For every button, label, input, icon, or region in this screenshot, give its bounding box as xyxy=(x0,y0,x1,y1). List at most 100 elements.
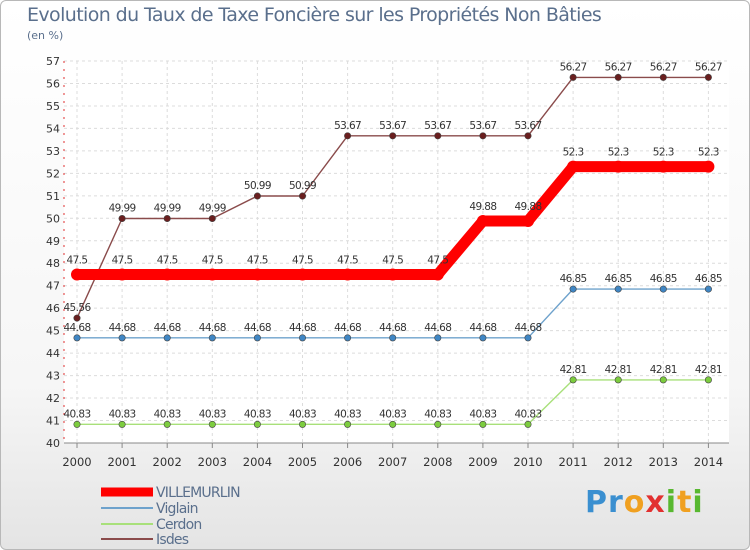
data-point xyxy=(163,420,171,428)
data-point xyxy=(341,268,354,281)
y-tick-label: 53 xyxy=(46,145,60,158)
y-tick-label: 56 xyxy=(46,77,60,90)
data-point xyxy=(298,420,306,428)
legend-label-isdes: Isdes xyxy=(156,532,189,548)
y-tick-label: 43 xyxy=(46,370,60,383)
data-label: 47.5 xyxy=(157,254,178,266)
data-point xyxy=(569,73,577,81)
data-point xyxy=(524,132,532,140)
data-point xyxy=(614,376,622,384)
data-label: 40.83 xyxy=(63,408,90,420)
data-point xyxy=(479,420,487,428)
data-point xyxy=(614,285,622,293)
data-label: 40.83 xyxy=(289,408,316,420)
data-point xyxy=(253,192,261,200)
data-point xyxy=(389,420,397,428)
x-tick-label: 2000 xyxy=(62,455,91,469)
data-label: 52.3 xyxy=(698,147,719,159)
data-point xyxy=(208,215,216,223)
data-label: 42.81 xyxy=(695,364,722,376)
data-point xyxy=(71,268,83,281)
x-tick-label: 2014 xyxy=(694,455,723,469)
y-tick-label: 45 xyxy=(46,325,60,338)
data-label: 40.83 xyxy=(244,408,271,420)
data-point xyxy=(704,285,712,293)
brand-logo: Proxiti xyxy=(585,485,704,520)
data-point xyxy=(569,285,577,293)
y-tick-label: 41 xyxy=(46,415,60,428)
data-point xyxy=(657,160,670,173)
data-label: 56.27 xyxy=(605,61,632,73)
data-label: 40.83 xyxy=(469,408,496,420)
y-tick-label: 52 xyxy=(46,167,60,180)
y-unit-label: (en %) xyxy=(27,29,64,42)
data-label: 44.68 xyxy=(514,322,541,334)
data-point xyxy=(298,192,306,200)
data-label: 44.68 xyxy=(379,322,406,334)
x-tick-label: 2002 xyxy=(153,455,182,469)
data-label: 47.5 xyxy=(427,254,448,266)
data-point xyxy=(524,420,532,428)
legend-label-cerdon: Cerdon xyxy=(156,517,201,533)
data-label: 52.3 xyxy=(563,147,584,159)
y-tick-label: 40 xyxy=(46,437,60,450)
data-label: 40.83 xyxy=(379,408,406,420)
y-tick-label: 48 xyxy=(46,257,60,270)
data-label: 46.85 xyxy=(650,273,677,285)
data-point xyxy=(73,314,81,322)
data-label: 52.3 xyxy=(608,147,629,159)
data-label: 44.68 xyxy=(289,322,316,334)
data-point xyxy=(386,268,399,281)
data-point xyxy=(118,215,126,223)
data-point xyxy=(116,268,129,281)
data-label: 44.68 xyxy=(199,322,226,334)
data-point xyxy=(659,285,667,293)
data-label: 53.67 xyxy=(379,120,406,132)
x-tick-label: 2003 xyxy=(198,455,227,469)
data-label: 40.83 xyxy=(514,408,541,420)
y-tick-label: 51 xyxy=(46,190,60,203)
data-label: 50.99 xyxy=(244,180,271,192)
data-point xyxy=(206,268,219,281)
data-point xyxy=(389,132,397,140)
data-label: 44.68 xyxy=(424,322,451,334)
data-point xyxy=(479,334,487,342)
data-point xyxy=(163,334,171,342)
data-point xyxy=(569,376,577,384)
data-label: 52.3 xyxy=(653,147,674,159)
data-point xyxy=(434,132,442,140)
data-label: 42.81 xyxy=(605,364,632,376)
data-label: 40.83 xyxy=(109,408,136,420)
legend-label-viglain: Viglain xyxy=(156,501,198,517)
data-label: 44.68 xyxy=(154,322,181,334)
plot-area xyxy=(64,61,729,443)
x-tick-label: 2005 xyxy=(288,455,317,469)
x-tick-label: 2004 xyxy=(243,455,272,469)
data-point xyxy=(251,268,264,281)
data-label: 44.68 xyxy=(109,322,136,334)
data-label: 49.99 xyxy=(199,203,226,215)
data-point xyxy=(434,334,442,342)
data-label: 49.88 xyxy=(469,201,496,213)
data-label: 49.99 xyxy=(109,203,136,215)
data-label: 46.85 xyxy=(695,273,722,285)
data-label: 46.85 xyxy=(605,273,632,285)
data-label: 56.27 xyxy=(560,61,587,73)
data-point xyxy=(344,420,352,428)
data-label: 53.67 xyxy=(334,120,361,132)
data-label: 42.81 xyxy=(650,364,677,376)
x-tick-label: 2010 xyxy=(513,455,542,469)
data-point xyxy=(702,160,715,173)
data-point xyxy=(431,268,444,281)
data-point xyxy=(389,334,397,342)
data-point xyxy=(298,334,306,342)
data-label: 46.85 xyxy=(560,273,587,285)
data-point xyxy=(296,268,309,281)
data-point xyxy=(163,215,171,223)
data-point xyxy=(344,334,352,342)
x-tick-label: 2009 xyxy=(468,455,497,469)
data-point xyxy=(659,376,667,384)
chart-title: Evolution du Taux de Taxe Foncière sur l… xyxy=(27,4,602,26)
